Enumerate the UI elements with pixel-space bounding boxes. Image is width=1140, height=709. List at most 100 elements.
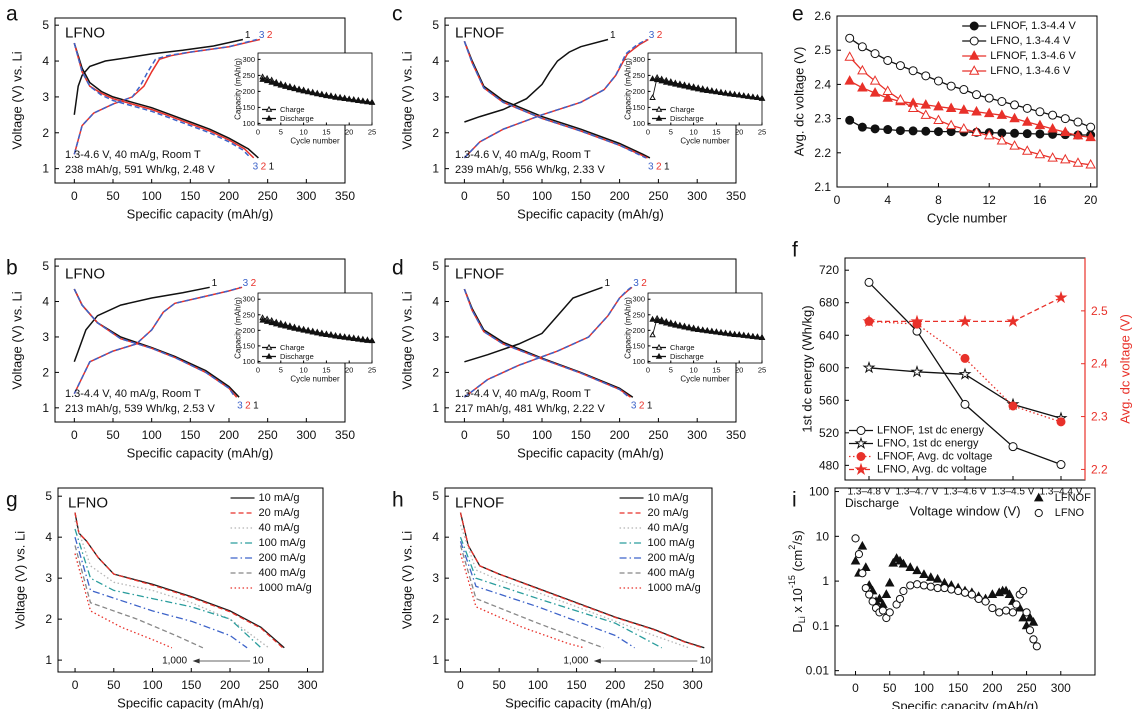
y-tick-label: 2	[432, 126, 439, 140]
series-line	[463, 286, 633, 398]
marker	[933, 583, 942, 593]
panel-title: LFNOF	[455, 25, 504, 42]
marker	[649, 94, 656, 101]
x-tick-label: 10	[689, 366, 697, 375]
legend-label: 1000 mA/g	[259, 582, 312, 594]
condition-note: 1.3-4.4 V, 40 mA/g, Room T	[65, 388, 201, 400]
marker	[368, 337, 376, 344]
panel-title: LFNO	[65, 25, 105, 42]
legend-label: 20 mA/g	[259, 507, 300, 519]
series-line	[74, 545, 204, 649]
legend-label: Discharge	[670, 352, 704, 361]
y2-tick-label: 2.4	[1091, 357, 1108, 371]
y-tick-label: 300	[242, 295, 255, 304]
legend-label: 200 mA/g	[648, 552, 695, 564]
rate-annotation: 1,000	[563, 656, 588, 667]
y-axis-label: Voltage (V) vs. Li	[10, 291, 25, 389]
x-tick-label: 8	[935, 193, 942, 207]
marker	[676, 81, 684, 88]
series-line	[463, 38, 648, 159]
x-axis-label: Specific capacity (mAh/g)	[517, 207, 664, 222]
y-tick-label: 5	[42, 259, 49, 273]
y-tick-label: 3	[432, 330, 439, 344]
marker	[1022, 129, 1032, 139]
marker	[1010, 100, 1020, 110]
marker	[1032, 642, 1041, 651]
x-tick-label: 0	[71, 428, 78, 442]
curve-label: 3	[648, 161, 654, 172]
arrow-head	[192, 658, 200, 664]
marker	[667, 79, 675, 86]
x-axis-label: Cycle number	[290, 137, 340, 146]
marker	[921, 126, 931, 136]
marker	[754, 94, 761, 101]
legend-label: LFNO, 1st dc energy	[877, 438, 979, 450]
marker	[277, 321, 285, 328]
legend-label: LFNOF, 1.3-4.6 V	[990, 50, 1076, 62]
y2-tick-label: 2.2	[1091, 462, 1108, 476]
marker	[960, 399, 970, 409]
marker	[908, 126, 918, 136]
y-tick-label: 2.6	[814, 9, 831, 23]
y-tick-label: 250	[632, 310, 645, 319]
y-tick-label: 1	[45, 653, 52, 667]
marker	[895, 594, 905, 604]
marker	[309, 89, 316, 96]
y-axis-label-part: D	[790, 623, 805, 632]
x-tick-label: 1.3–4.6 V	[944, 487, 987, 498]
x-tick-label: 100	[914, 681, 934, 695]
x-tick-label: 4	[884, 193, 891, 207]
condition-note: 1.3-4.6 V, 40 mA/g, Room T	[65, 149, 201, 161]
marker	[920, 109, 932, 119]
legend-marker	[969, 36, 979, 46]
x-tick-label: 0	[457, 678, 464, 692]
x-tick-label: 50	[106, 428, 120, 442]
marker	[713, 328, 720, 335]
panel-letter: c	[392, 3, 403, 26]
marker	[272, 80, 280, 87]
marker	[869, 87, 881, 97]
marker	[336, 94, 344, 101]
y-tick-label: 250	[242, 310, 255, 319]
x-tick-label: 0	[646, 128, 650, 137]
x-tick-label: 150	[571, 189, 591, 203]
marker	[263, 317, 271, 324]
y-tick-label: 2	[42, 126, 49, 140]
panel-title: Discharge	[845, 496, 899, 510]
marker	[865, 590, 874, 599]
legend-marker	[655, 105, 663, 112]
x-tick-label: 100	[532, 428, 552, 442]
marker	[912, 565, 922, 575]
marker	[899, 586, 908, 596]
marker	[758, 94, 766, 101]
marker	[355, 335, 362, 342]
inset-frame	[257, 292, 373, 364]
series-line	[73, 38, 259, 159]
marker	[864, 277, 874, 287]
curve-label: 2	[656, 161, 662, 172]
condition-note: 217 mAh/g, 481 Wh/kg, 2.22 V	[455, 403, 605, 415]
marker	[685, 83, 693, 90]
marker	[667, 320, 675, 327]
marker	[1054, 290, 1068, 304]
marker	[323, 92, 330, 99]
marker	[926, 582, 935, 591]
legend-label: 400 mA/g	[648, 567, 695, 579]
series-line	[73, 286, 240, 398]
marker	[336, 333, 344, 340]
x-tick-label: 300	[296, 428, 316, 442]
marker	[898, 558, 909, 568]
marker	[318, 91, 326, 98]
legend-marker	[655, 114, 663, 121]
panel-letter: b	[6, 257, 18, 280]
marker	[672, 321, 679, 328]
y-tick-label: 4	[432, 54, 439, 68]
marker	[694, 85, 702, 92]
marker	[681, 82, 688, 89]
x-tick-label: 25	[368, 366, 376, 375]
x-tick-label: 25	[368, 128, 376, 137]
marker	[722, 329, 729, 336]
marker	[870, 49, 880, 59]
marker	[740, 92, 748, 99]
y-tick-label: 300	[632, 295, 645, 304]
